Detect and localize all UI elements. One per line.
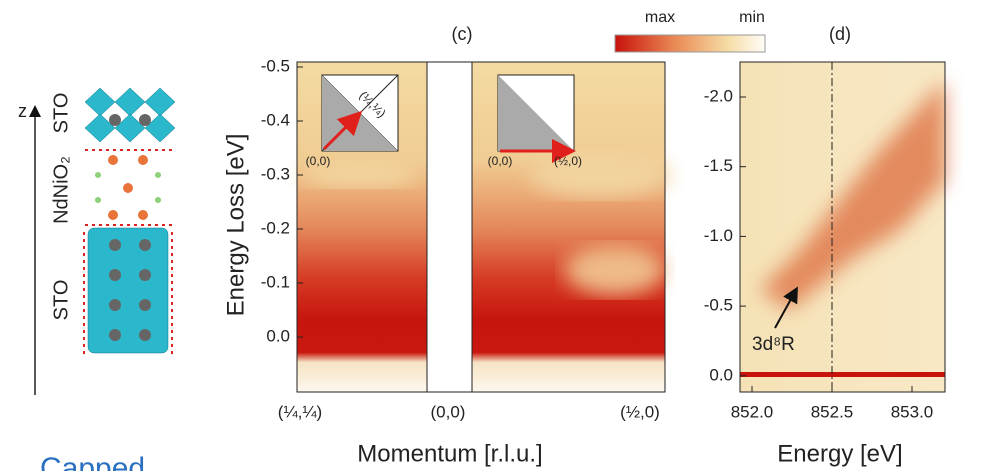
- gap: [426, 61, 473, 393]
- colorbar-label: min: [739, 9, 765, 26]
- y-tick-label: -1.0: [704, 226, 733, 245]
- annotation: 3d⁸R: [752, 334, 795, 355]
- panel-label: (d): [829, 24, 851, 44]
- y-tick-label: -0.5: [261, 56, 290, 75]
- y-tick-label: -2.0: [704, 86, 733, 105]
- panel-label: (c): [452, 24, 473, 44]
- crystal-structure: [29, 87, 176, 395]
- x-tick-label: 852.0: [731, 402, 774, 421]
- y-tick-label: 0.0: [266, 326, 290, 345]
- x-axis-label: Momentum [r.l.u.]: [357, 440, 542, 467]
- caption-fragment: Capped: [40, 452, 145, 471]
- heatmap: [740, 62, 945, 392]
- axis-label: z: [18, 101, 27, 121]
- x-tick-label: (¼,¼): [278, 402, 322, 421]
- y-axis-label: Energy Loss [eV]: [222, 134, 249, 317]
- colorbar-label: max: [645, 9, 675, 26]
- y-tick-label: -0.3: [261, 164, 290, 183]
- y-tick-label: -0.5: [704, 296, 733, 315]
- inset-label: (0,0): [306, 154, 331, 168]
- x-tick-label: 852.5: [811, 402, 854, 421]
- y-tick-label: -0.4: [261, 110, 290, 129]
- inset: [321, 74, 576, 163]
- x-tick-label: (½,0): [620, 402, 660, 421]
- y-tick-label: -0.1: [261, 272, 290, 291]
- y-tick-label: -0.2: [261, 218, 290, 237]
- layer-label: STO: [50, 93, 72, 134]
- y-tick-label: 0.0: [709, 365, 733, 384]
- plot-frame: [739, 61, 946, 393]
- colorbar: [614, 34, 766, 53]
- x-tick-label: 853.0: [891, 402, 934, 421]
- inset-label: (½,0): [554, 154, 582, 168]
- layer-label: STO: [50, 280, 72, 321]
- x-tick-label: (0,0): [431, 402, 466, 421]
- layer-label: NdNiO₂: [50, 156, 72, 224]
- x-axis-label: Energy [eV]: [777, 440, 902, 467]
- y-tick-label: -1.5: [704, 156, 733, 175]
- plot-frame: [296, 61, 666, 393]
- annotation-arrow: [774, 286, 798, 329]
- inset-label: (0,0): [488, 154, 513, 168]
